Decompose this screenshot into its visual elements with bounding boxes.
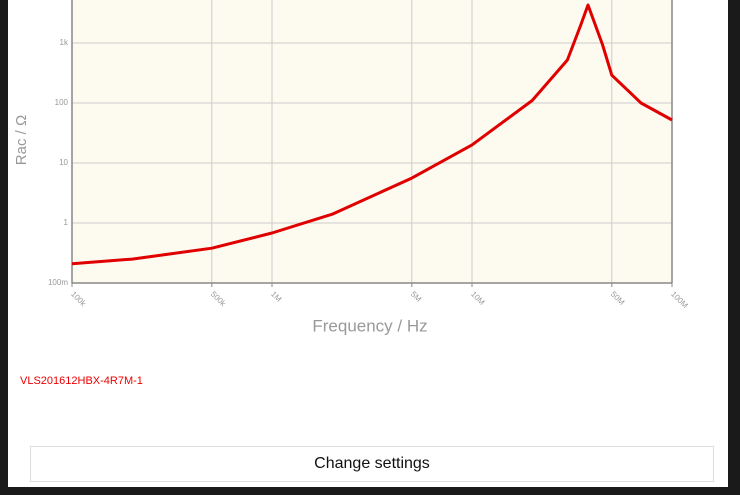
x-tick-label: 100M — [669, 290, 690, 311]
series-line — [71, 3, 673, 266]
x-tick-label: 50M — [609, 290, 627, 308]
y-tick-label: 100m — [48, 278, 68, 287]
y-axis-title: Rac / Ω — [13, 115, 30, 165]
y-tick-label: 10 — [59, 158, 68, 167]
x-tick-label: 10M — [469, 290, 487, 308]
x-tick-label: 1M — [269, 290, 283, 304]
part-number: VLS201612HBX-4R7M-1 — [20, 375, 143, 387]
x-tick-label: 5M — [409, 290, 423, 304]
x-axis-title: Frequency / Hz — [312, 316, 427, 335]
plot-area — [72, 0, 672, 283]
y-tick-label: 1k — [60, 38, 69, 47]
y-tick-label: 100 — [55, 98, 69, 107]
y-tick-label: 1 — [64, 218, 69, 227]
x-tick-label: 500k — [209, 290, 228, 309]
x-tick-label: 100k — [69, 290, 88, 309]
chart: Frequency / Hz Rac / Ω 100m 1 10 100 1k 100k 5… — [13, 0, 690, 335]
panel: Frequency / Hz Rac / Ω 100m 1 10 100 1k 100k 5… — [8, 0, 728, 487]
change-settings-button[interactable]: Change settings — [30, 446, 714, 482]
